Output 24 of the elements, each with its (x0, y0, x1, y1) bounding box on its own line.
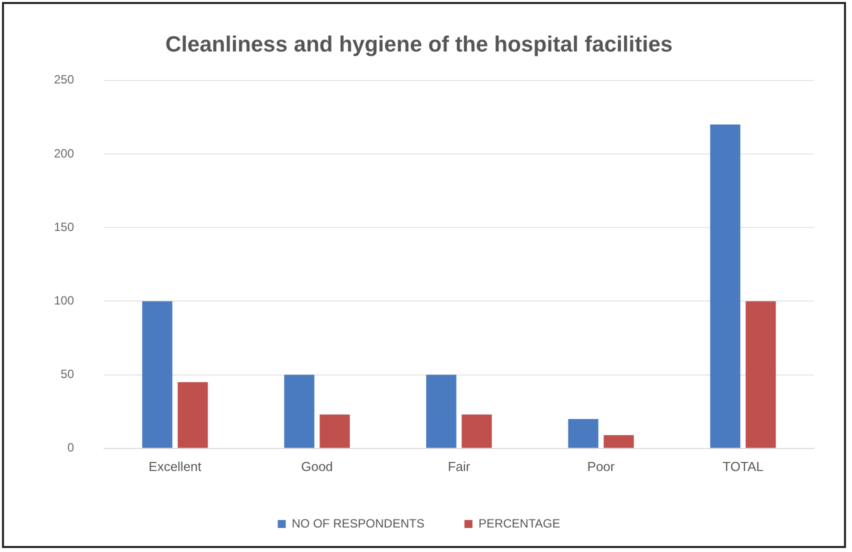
y-tick-label: 150 (54, 220, 74, 234)
x-tick-label: Poor (587, 458, 616, 474)
y-tick-label: 100 (54, 294, 74, 308)
bar (320, 414, 350, 448)
bar (178, 382, 208, 448)
legend-label: NO OF RESPONDENTS (292, 516, 424, 530)
chart-title: Cleanliness and hygiene of the hospital facilities (165, 31, 673, 56)
y-tick-label: 50 (60, 367, 74, 382)
x-tick-label: Excellent (148, 458, 202, 474)
x-tick-label: TOTAL (722, 458, 764, 474)
bar (142, 301, 172, 448)
x-tick-label: Fair (448, 458, 471, 474)
legend-label: PERCENTAGE (478, 516, 560, 530)
bar (568, 418, 598, 448)
bar (604, 435, 634, 448)
bar (426, 374, 456, 448)
x-tick-label: Good (301, 458, 333, 474)
bar (284, 374, 314, 448)
y-tick-label: 250 (54, 72, 74, 87)
y-tick-label: 200 (54, 146, 74, 160)
bar (462, 414, 492, 448)
y-tick-label: 0 (67, 440, 74, 455)
bar (710, 124, 740, 448)
bar (746, 301, 776, 448)
